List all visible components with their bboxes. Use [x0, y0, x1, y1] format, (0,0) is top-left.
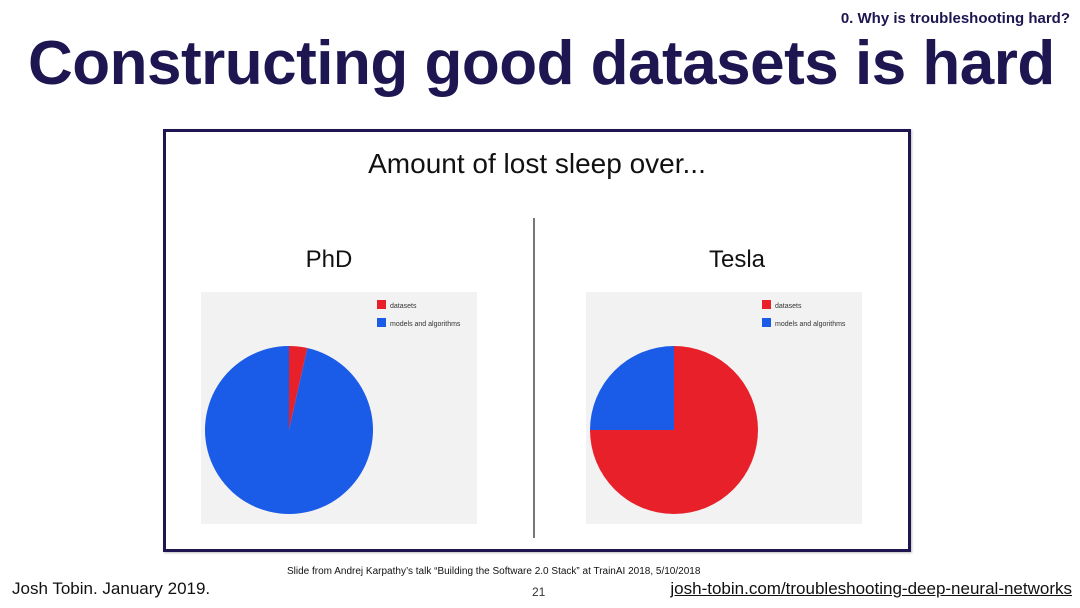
screenshot-panel: Amount of lost sleep over... PhD dataset…: [163, 129, 911, 552]
phd-pie-chart: datasets models and algorithms: [205, 300, 461, 514]
phd-chart-title: PhD: [305, 246, 353, 273]
legend-label: models and algorithms: [390, 321, 461, 328]
legend-label: datasets: [390, 303, 417, 310]
legend-swatch: [762, 300, 771, 309]
phd-chart: datasets models and algorithms: [201, 292, 477, 524]
pie-slice-models-and-algorithms: [590, 346, 674, 430]
tesla-chart: datasets models and algorithms: [586, 292, 862, 524]
footer-credit: Slide from Andrej Karpathy’s talk “Build…: [287, 566, 701, 577]
slide-title: Constructing good datasets is hard: [28, 29, 1055, 98]
footer-author: Josh Tobin. January 2019.: [12, 579, 211, 598]
pie-slice-datasets: [289, 346, 308, 430]
divider: [533, 218, 535, 538]
pie-slice-models-and-algorithms: [205, 346, 373, 514]
footer-link[interactable]: josh-tobin.com/troubleshooting-deep-neur…: [670, 579, 1072, 598]
legend-label: models and algorithms: [775, 321, 846, 328]
page-number: 21: [532, 585, 546, 599]
panel-heading: Amount of lost sleep over...: [368, 148, 706, 179]
legend-swatch: [377, 300, 386, 309]
tesla-chart-title: Tesla: [708, 246, 766, 273]
legend-label: datasets: [775, 303, 802, 310]
section-tag: 0. Why is troubleshooting hard?: [840, 10, 1070, 27]
legend-swatch: [377, 318, 386, 327]
tesla-pie-chart: datasets models and algorithms: [590, 300, 846, 514]
legend-swatch: [762, 318, 771, 327]
